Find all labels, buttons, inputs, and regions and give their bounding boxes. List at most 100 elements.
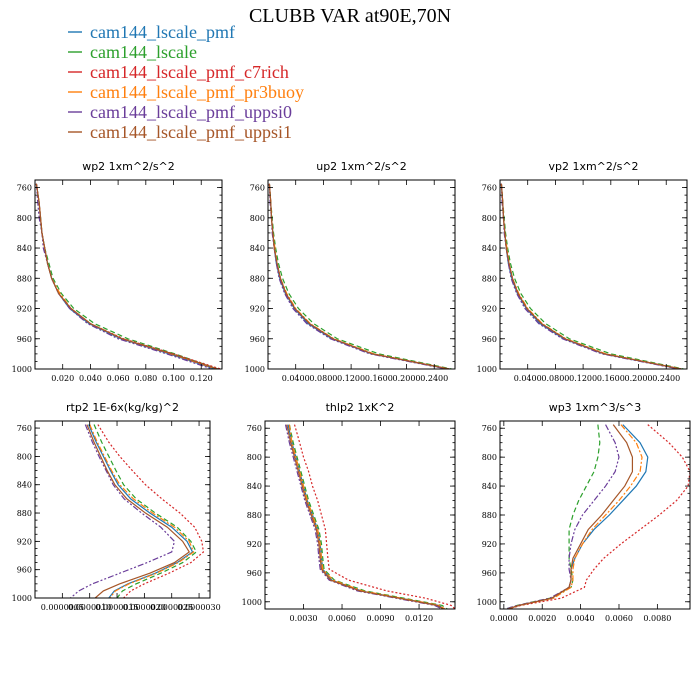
chart-panel: thlp2 1xK^2 760 800 840 880 920 960 1000 0.0030 0… <box>242 401 456 623</box>
x-tick-label: 0.0080 <box>643 614 671 623</box>
chart-panel: wp3 1xm^3/s^3 760 800 840 880 920 960 1000 0.000… <box>477 401 691 623</box>
y-tick-label: 920 <box>247 540 262 549</box>
plot-frame <box>34 179 223 370</box>
y-tick-label: 840 <box>17 244 32 253</box>
y-tick-label: 920 <box>482 540 497 549</box>
series-line <box>500 183 682 369</box>
x-tick-label: 0.0040 <box>567 614 595 623</box>
legend-item: cam144_lscale_pmf_uppsi1 <box>68 122 292 142</box>
y-tick-label: 960 <box>17 566 32 575</box>
y-tick-label: 920 <box>250 305 265 314</box>
y-tick-label: 800 <box>247 453 262 462</box>
y-tick-label: 800 <box>250 214 265 223</box>
x-tick-label: 0.0000025 <box>150 603 193 612</box>
x-tick-label: 0.080 <box>134 374 157 383</box>
series-group <box>505 424 690 609</box>
y-tick-label: 800 <box>482 453 497 462</box>
x-tick-label: 0.0090 <box>367 614 395 623</box>
y-tick-label: 760 <box>482 184 497 193</box>
chart-panel: vp2 1xm^2/s^2 760 800 840 880 920 960 1000 0.040… <box>477 160 688 383</box>
series-line <box>88 424 194 598</box>
y-tick-label: 880 <box>17 274 32 283</box>
legend-item: cam144_lscale_pmf_c7rich <box>68 62 289 82</box>
series-line <box>35 183 219 369</box>
series-line <box>93 424 198 598</box>
legend-label: cam144_lscale_pmf_uppsi0 <box>90 102 292 122</box>
series-line <box>268 183 450 369</box>
series-group <box>35 183 221 369</box>
series-group <box>70 424 205 598</box>
y-tick-label: 920 <box>17 537 32 546</box>
x-tick-label: 0.020 <box>51 374 74 383</box>
series-line <box>268 183 449 369</box>
x-tick-label: 0.0000 <box>490 614 518 623</box>
y-tick-label: 840 <box>250 244 265 253</box>
legend-label: cam144_lscale_pmf_uppsi1 <box>90 122 292 142</box>
y-tick-label: 1000 <box>242 598 262 607</box>
y-tick-label: 760 <box>247 424 262 433</box>
y-tick-label: 960 <box>17 335 32 344</box>
x-tick-label: 0.120 <box>190 374 213 383</box>
plot-frame <box>499 420 691 610</box>
series-line <box>284 424 443 609</box>
x-tick-label: 0.0060 <box>605 614 633 623</box>
y-tick-label: 880 <box>247 511 262 520</box>
x-tick-label: 0.1200 <box>569 374 597 383</box>
x-tick-label: 0.2400 <box>652 374 680 383</box>
x-tick-label: 0.0800 <box>541 374 569 383</box>
series-line <box>505 424 620 609</box>
x-tick-label: 0.060 <box>107 374 130 383</box>
x-tick-label: 0.1600 <box>597 374 625 383</box>
y-tick-label: 800 <box>17 452 32 461</box>
y-tick-label: 840 <box>17 481 32 490</box>
x-tick-label: 0.0400 <box>514 374 542 383</box>
y-tick-label: 800 <box>482 214 497 223</box>
x-tick-label: 0.2000 <box>625 374 653 383</box>
y-tick-label: 760 <box>250 184 265 193</box>
series-line <box>97 424 205 598</box>
series-line <box>507 424 643 609</box>
y-tick-label: 920 <box>17 305 32 314</box>
series-line <box>286 424 444 609</box>
plot-frame <box>499 179 688 370</box>
series-line <box>293 424 455 609</box>
y-tick-label: 880 <box>250 274 265 283</box>
series-line <box>89 424 195 598</box>
x-tick-label: 0.100 <box>162 374 185 383</box>
y-tick-label: 880 <box>482 511 497 520</box>
y-tick-label: 960 <box>482 335 497 344</box>
y-tick-label: 880 <box>17 509 32 518</box>
y-tick-label: 1000 <box>477 365 497 374</box>
series-line <box>268 183 452 369</box>
y-tick-label: 1000 <box>477 598 497 607</box>
legend-label: cam144_lscale_pmf <box>90 22 235 42</box>
x-tick-label: 0.0060 <box>328 614 356 623</box>
series-line <box>500 183 679 369</box>
y-tick-label: 840 <box>482 244 497 253</box>
series-line <box>500 183 684 369</box>
x-tick-label: 0.0030 <box>290 614 318 623</box>
series-line <box>268 183 450 369</box>
panel-title: wp3 1xm^3/s^3 <box>549 401 642 414</box>
y-tick-label: 1000 <box>12 365 32 374</box>
panels: wp2 1xm^2/s^2 760 800 840 880 920 960 1000 0.020… <box>12 160 691 623</box>
y-tick-label: 920 <box>482 305 497 314</box>
y-tick-label: 960 <box>482 569 497 578</box>
series-line <box>86 424 191 598</box>
y-tick-label: 960 <box>250 335 265 344</box>
series-line <box>507 424 634 609</box>
chart-panel: wp2 1xm^2/s^2 760 800 840 880 920 960 1000 0.020… <box>12 160 223 383</box>
figure-title: CLUBB VAR at90E,70N <box>249 5 451 27</box>
chart-panel: up2 1xm^2/s^2 760 800 840 880 920 960 1000 0.040… <box>245 160 456 383</box>
series-line <box>500 183 681 369</box>
legend-item: cam144_lscale_pmf <box>68 22 235 42</box>
legend-label: cam144_lscale <box>90 42 197 62</box>
panel-title: up2 1xm^2/s^2 <box>316 160 407 173</box>
series-line <box>500 183 682 369</box>
legend-item: cam144_lscale <box>68 42 197 62</box>
series-group <box>284 424 455 609</box>
x-tick-label: 0.0000015 <box>95 603 138 612</box>
panel-title: thlp2 1xK^2 <box>326 401 395 414</box>
panel-title: wp2 1xm^2/s^2 <box>82 160 175 173</box>
